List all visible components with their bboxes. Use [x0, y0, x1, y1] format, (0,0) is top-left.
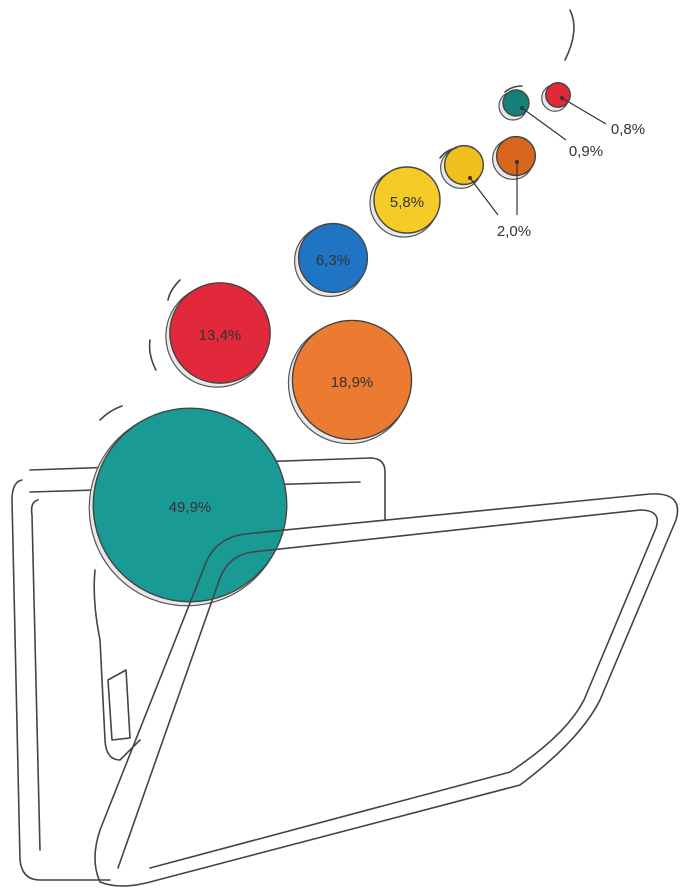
- wallet-flap-inner: [117, 509, 659, 869]
- coin: [495, 135, 537, 177]
- motion-line: [564, 9, 575, 61]
- leader-dot: [520, 106, 524, 110]
- wallet-front: [94, 493, 679, 887]
- coin: [297, 222, 369, 294]
- coins: [88, 82, 571, 607]
- leader-line: [561, 97, 607, 125]
- value-label: 6,3%: [316, 252, 350, 269]
- value-label: 2,0%: [497, 223, 531, 240]
- wallet-edge: [29, 457, 386, 521]
- value-label: 18,9%: [331, 374, 374, 391]
- wallet-edge: [30, 499, 41, 851]
- motion-line: [99, 405, 123, 421]
- motion-lines: [99, 9, 575, 421]
- motion-line: [148, 339, 157, 371]
- leader-line: [521, 107, 567, 141]
- motion-line: [167, 279, 181, 301]
- labels: 49,9% 18,9% 13,4% 6,3% 5,8% 2,0% 0,9% 0,8%: [169, 96, 645, 516]
- motion-line: [504, 85, 523, 93]
- value-label: 0,8%: [611, 121, 645, 138]
- value-label: 49,9%: [169, 499, 212, 516]
- leader-dot: [515, 160, 519, 164]
- value-label: 5,8%: [390, 194, 424, 211]
- coin: [291, 319, 413, 441]
- motion-line: [439, 147, 457, 159]
- wallet-flap: [94, 493, 679, 887]
- coin: [443, 144, 485, 186]
- wallet-edge: [11, 479, 111, 881]
- leader-dot: [560, 96, 564, 100]
- value-label: 13,4%: [199, 327, 242, 344]
- coin: [169, 282, 271, 384]
- leader-line: [469, 177, 499, 216]
- wallet-tab: [107, 669, 131, 741]
- wallet-pocket: [93, 569, 141, 761]
- coin: [502, 89, 530, 117]
- leader-dot: [468, 176, 472, 180]
- value-label: 0,9%: [569, 143, 603, 160]
- coin: [373, 166, 441, 234]
- coin: [545, 82, 571, 108]
